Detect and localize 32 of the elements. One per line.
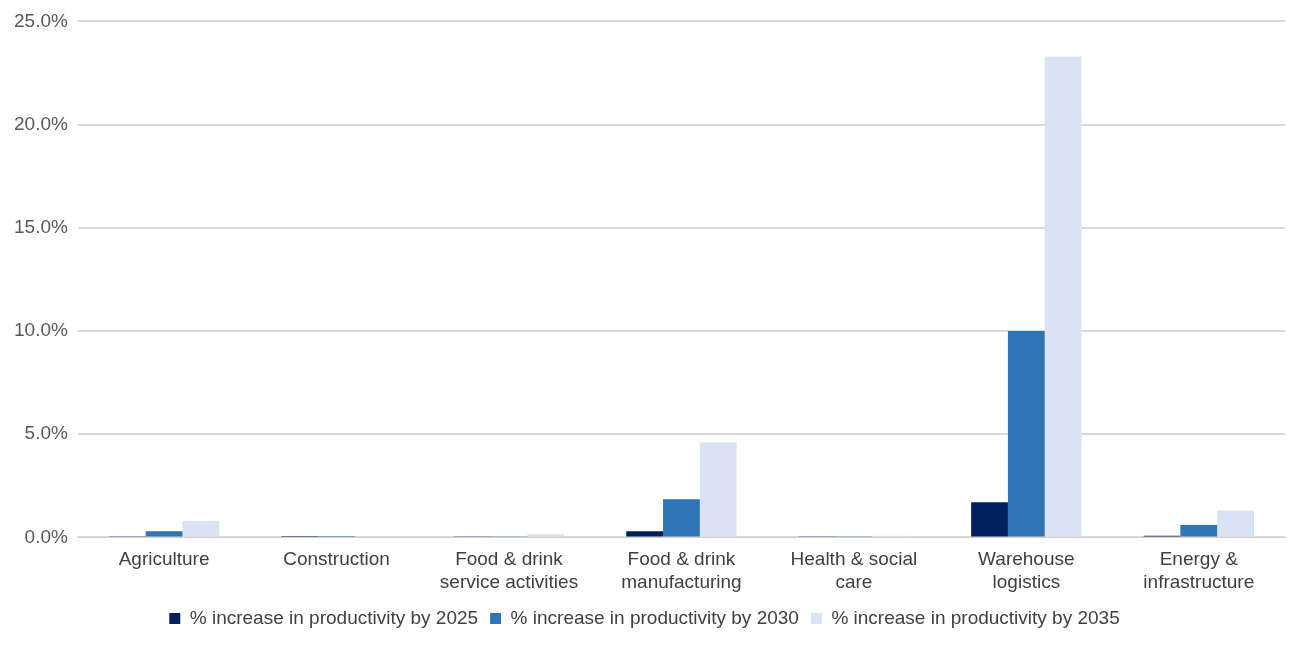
category-label: Health & social [790, 548, 918, 570]
category-label: Energy & [1159, 548, 1238, 570]
y-tick-label: 0.0% [24, 525, 68, 547]
bar [699, 442, 737, 537]
category-label: Warehouse [978, 548, 1075, 570]
bar [1007, 331, 1045, 537]
bar [182, 520, 220, 537]
category-label: logistics [992, 570, 1061, 592]
bar [971, 502, 1008, 537]
legend-label: % increase in productivity by 2035 [831, 606, 1120, 628]
category-label: Agriculture [118, 548, 210, 570]
category-label: service activities [439, 570, 579, 592]
y-tick-label: 15.0% [14, 216, 68, 238]
category-label: infrastructure [1143, 570, 1255, 592]
category-label: Food & drink [455, 548, 563, 570]
bar [1217, 510, 1254, 537]
bar [1180, 525, 1218, 537]
category-label: Food & drink [627, 548, 736, 570]
bar [527, 534, 565, 537]
y-tick-label: 10.0% [14, 319, 68, 341]
category-label: Construction [283, 548, 390, 570]
bar [626, 531, 664, 537]
category-label: manufacturing [621, 570, 742, 592]
bar [1044, 56, 1082, 537]
bar [145, 531, 183, 537]
category-label: care [835, 570, 873, 592]
legend-label: % increase in productivity by 2025 [189, 606, 479, 628]
y-tick-label: 5.0% [24, 422, 68, 444]
bar [663, 499, 700, 537]
y-tick-label: 20.0% [14, 112, 68, 134]
y-tick-label: 25.0% [14, 9, 68, 31]
legend-label: % increase in productivity by 2030 [510, 606, 799, 628]
